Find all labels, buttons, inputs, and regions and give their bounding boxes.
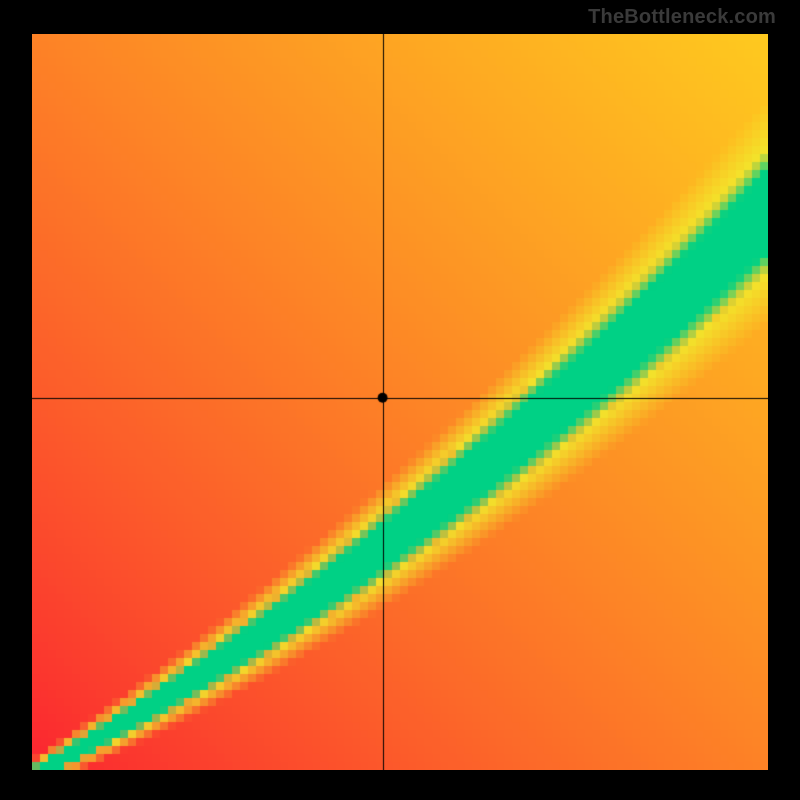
chart-frame: { "watermark": { "text": "TheBottleneck.… <box>0 0 800 800</box>
watermark-text: TheBottleneck.com <box>588 6 776 29</box>
crosshair-overlay <box>32 34 768 770</box>
